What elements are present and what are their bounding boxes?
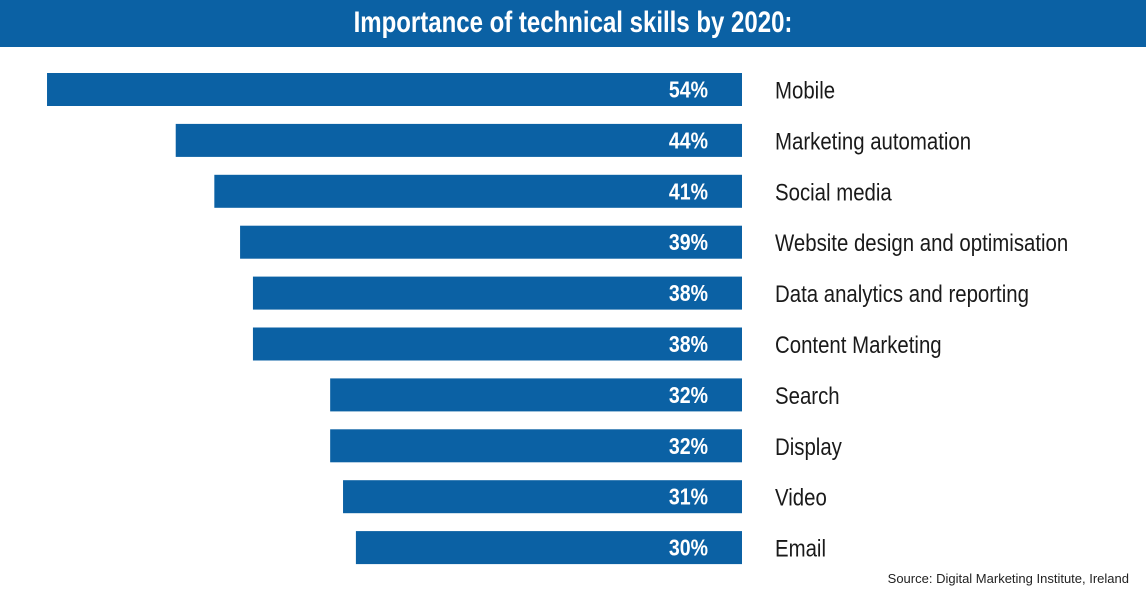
bar <box>214 174 742 208</box>
category-label: Website design and optimisation <box>775 230 1068 257</box>
bar-value-label: 38% <box>669 281 708 307</box>
bar-value-label: 41% <box>669 179 708 205</box>
bar-value-label: 39% <box>669 230 708 256</box>
bar-value-label: 44% <box>669 128 708 154</box>
bar <box>240 225 742 259</box>
category-label: Data analytics and reporting <box>775 281 1029 308</box>
category-label: Video <box>775 484 827 511</box>
source-note: Source: Digital Marketing Institute, Ire… <box>887 571 1129 586</box>
bar-value-label: 32% <box>669 382 708 408</box>
category-label: Display <box>775 433 843 460</box>
bar-value-label: 31% <box>669 484 708 510</box>
chart-title: Importance of technical skills by 2020: <box>353 6 793 39</box>
bar <box>330 378 742 412</box>
category-label: Marketing automation <box>775 128 971 155</box>
bar <box>330 429 742 463</box>
bar-value-label: 54% <box>669 77 708 103</box>
bar-value-label: 38% <box>669 332 708 358</box>
bar <box>355 531 742 565</box>
title-bar: Importance of technical skills by 2020: <box>0 0 1146 47</box>
category-label: Mobile <box>775 77 835 104</box>
category-label: Search <box>775 382 840 409</box>
category-label: Social media <box>775 179 892 206</box>
bar <box>343 480 742 514</box>
category-label: Email <box>775 535 826 562</box>
bar <box>175 123 743 157</box>
bar-value-label: 32% <box>669 433 708 459</box>
category-label: Content Marketing <box>775 331 942 358</box>
bar-value-label: 30% <box>669 535 708 561</box>
bar <box>252 276 742 310</box>
bar <box>47 73 742 106</box>
bar <box>252 327 742 361</box>
